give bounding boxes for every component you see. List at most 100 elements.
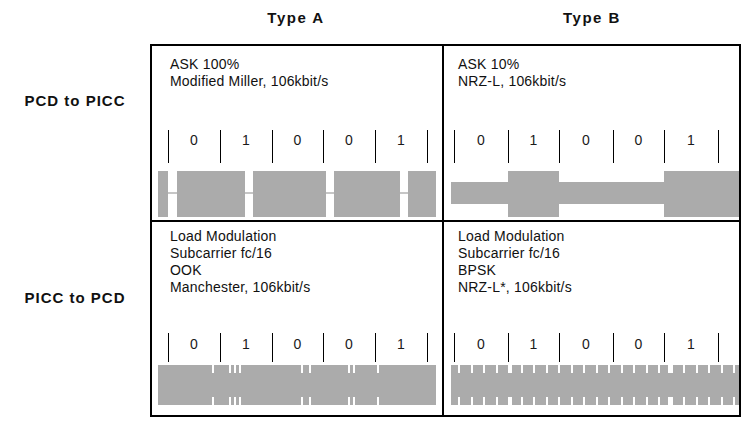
subcarrier-notch [496, 365, 498, 373]
subcarrier-notch [696, 365, 698, 373]
signal-segment-low [559, 182, 664, 204]
cell-text-line: Subcarrier fc/16 [458, 245, 572, 262]
cell-description: Load ModulationSubcarrier fc/16OOKManche… [170, 228, 310, 296]
subcarrier-notch [646, 365, 648, 373]
bit-label: 0 [272, 132, 323, 148]
carrier-block [158, 171, 168, 217]
cell-text-line: OOK [170, 262, 310, 279]
subcarrier-notch [558, 397, 560, 405]
bit-boundary-tick [718, 130, 719, 163]
subcarrier-notch [583, 397, 585, 405]
protocol-comparison-diagram: Type A Type B PCD to PICC PICC to PCD AS… [0, 0, 748, 435]
bit-label: 0 [323, 336, 375, 352]
subcarrier-notch [658, 365, 660, 373]
subcarrier-notch [608, 365, 610, 373]
subcarrier-notch [309, 397, 311, 405]
cell-description: ASK 100%Modified Miller, 106kbit/s [170, 56, 329, 90]
bit-label: 0 [613, 132, 664, 148]
table-border-bottom [150, 415, 741, 417]
subcarrier-notch [683, 397, 685, 405]
cell-text-line: Manchester, 106kbit/s [170, 279, 310, 296]
row-label-picc-to-pcd: PICC to PCD [2, 289, 148, 306]
cell-type-b-pcd-to-picc: ASK 10%NRZ-L, 106kbit/s01001 [444, 44, 739, 220]
bit-label: 0 [454, 336, 508, 352]
subcarrier-notch [212, 397, 214, 405]
bit-label: 1 [375, 336, 427, 352]
subcarrier-notch [646, 397, 648, 405]
subcarrier-notch [458, 397, 460, 405]
cell-text-line: Load Modulation [458, 228, 572, 245]
subcarrier-notch [696, 397, 698, 405]
bit-label: 0 [168, 132, 220, 148]
subcarrier-notch [471, 365, 473, 373]
pause-carrier-line [168, 192, 177, 194]
subcarrier-notch [348, 397, 350, 405]
bit-label: 1 [664, 336, 718, 352]
table-border-right [739, 44, 741, 417]
cell-type-a-pcd-to-picc: ASK 100%Modified Miller, 106kbit/s01001 [150, 44, 442, 220]
subcarrier-notch [708, 397, 710, 405]
subcarrier-notch [234, 365, 236, 373]
subcarrier-notch [483, 365, 485, 373]
bit-label: 1 [375, 132, 427, 148]
phase-shift-notch [668, 365, 672, 373]
carrier-block [408, 171, 436, 217]
bit-label: 1 [508, 336, 559, 352]
cell-text-line: NRZ-L, 106kbit/s [458, 73, 566, 90]
subcarrier-notch [533, 365, 535, 373]
subcarrier-notch [708, 365, 710, 373]
subcarrier-notch [309, 365, 311, 373]
subcarrier-notch [353, 365, 355, 373]
cell-text-line: Modified Miller, 106kbit/s [170, 73, 329, 90]
subcarrier-notch [301, 365, 303, 373]
cell-text-line: ASK 10% [458, 56, 566, 73]
subcarrier-notch [348, 365, 350, 373]
subcarrier-notch [377, 365, 379, 373]
subcarrier-notch [621, 397, 623, 405]
subcarrier-notch [596, 397, 598, 405]
bit-label: 1 [220, 132, 272, 148]
subcarrier-notch [733, 397, 735, 405]
column-header-type-b: Type B [443, 9, 741, 26]
subcarrier-notch [353, 397, 355, 405]
subcarrier-notch [621, 365, 623, 373]
column-header-type-a: Type A [150, 9, 442, 26]
pause-carrier-line [400, 192, 408, 194]
subcarrier-notch [458, 365, 460, 373]
subcarrier-notch [721, 397, 723, 405]
phase-shift-notch [508, 365, 512, 373]
subcarrier-notch [533, 397, 535, 405]
carrier-block [334, 171, 400, 217]
cell-type-a-picc-to-pcd: Load ModulationSubcarrier fc/16OOKManche… [150, 220, 442, 415]
subcarrier-notch [377, 397, 379, 405]
subcarrier-notch [658, 397, 660, 405]
bit-boundary-tick [427, 130, 428, 163]
subcarrier-band [158, 365, 436, 405]
subcarrier-notch [633, 397, 635, 405]
subcarrier-notch [633, 365, 635, 373]
subcarrier-notch [721, 365, 723, 373]
subcarrier-notch [583, 365, 585, 373]
bit-label: 0 [559, 336, 613, 352]
subcarrier-notch [239, 397, 241, 405]
subcarrier-notch [521, 365, 523, 373]
bit-label: 1 [508, 132, 559, 148]
subcarrier-notch [483, 397, 485, 405]
bit-boundary-tick [427, 333, 428, 362]
bit-label: 1 [220, 336, 272, 352]
signal-segment-high [508, 171, 559, 217]
phase-shift-notch [508, 397, 512, 405]
signal-segment-low [451, 182, 508, 204]
subcarrier-notch [571, 365, 573, 373]
subcarrier-notch [546, 365, 548, 373]
bit-label: 0 [168, 336, 220, 352]
cell-type-b-picc-to-pcd: Load ModulationSubcarrier fc/16BPSKNRZ-L… [444, 220, 739, 415]
subcarrier-notch [229, 365, 231, 373]
subcarrier-notch [229, 397, 231, 405]
bit-label: 0 [559, 132, 613, 148]
pause-carrier-line [245, 192, 253, 194]
subcarrier-notch [558, 365, 560, 373]
subcarrier-notch [212, 365, 214, 373]
cell-text-line: Load Modulation [170, 228, 310, 245]
subcarrier-notch [683, 365, 685, 373]
